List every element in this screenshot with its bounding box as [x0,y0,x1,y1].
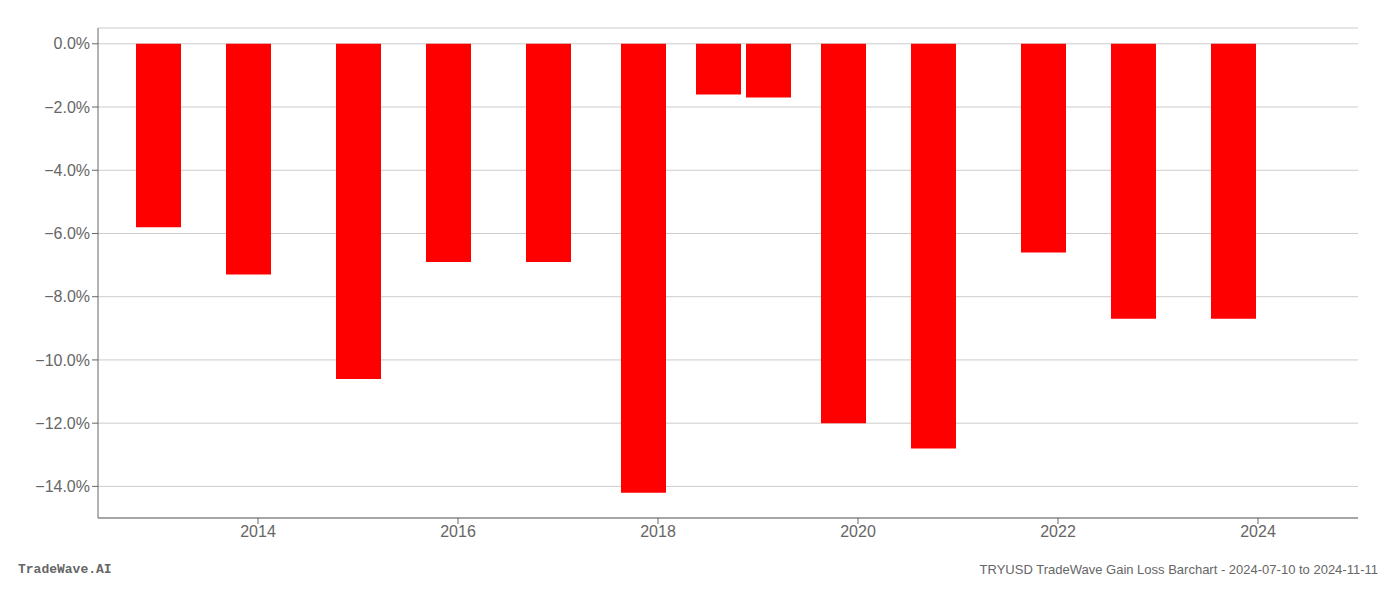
svg-text:2016: 2016 [440,523,476,540]
svg-text:−4.0%: −4.0% [44,162,90,179]
html-text:TradeWave.AI: TradeWave.AI [18,561,112,577]
svg-text:−8.0%: −8.0% [44,288,90,305]
svg-text:2022: 2022 [1040,523,1076,540]
svg-text:−10.0%: −10.0% [35,352,90,369]
svg-text:−14.0%: −14.0% [35,478,90,495]
html-text:TRYUSD TradeWave Gain Loss Bar: TRYUSD TradeWave Gain Loss Barchart - 20… [979,561,1378,577]
svg-text:2014: 2014 [240,523,276,540]
svg-text:2018: 2018 [640,523,676,540]
svg-text:−2.0%: −2.0% [44,99,90,116]
svg-text:2020: 2020 [840,523,876,540]
svg-text:2024: 2024 [1240,523,1276,540]
svg-text:0.0%: 0.0% [54,35,90,52]
svg-text:−12.0%: −12.0% [35,415,90,432]
svg-text:−6.0%: −6.0% [44,225,90,242]
